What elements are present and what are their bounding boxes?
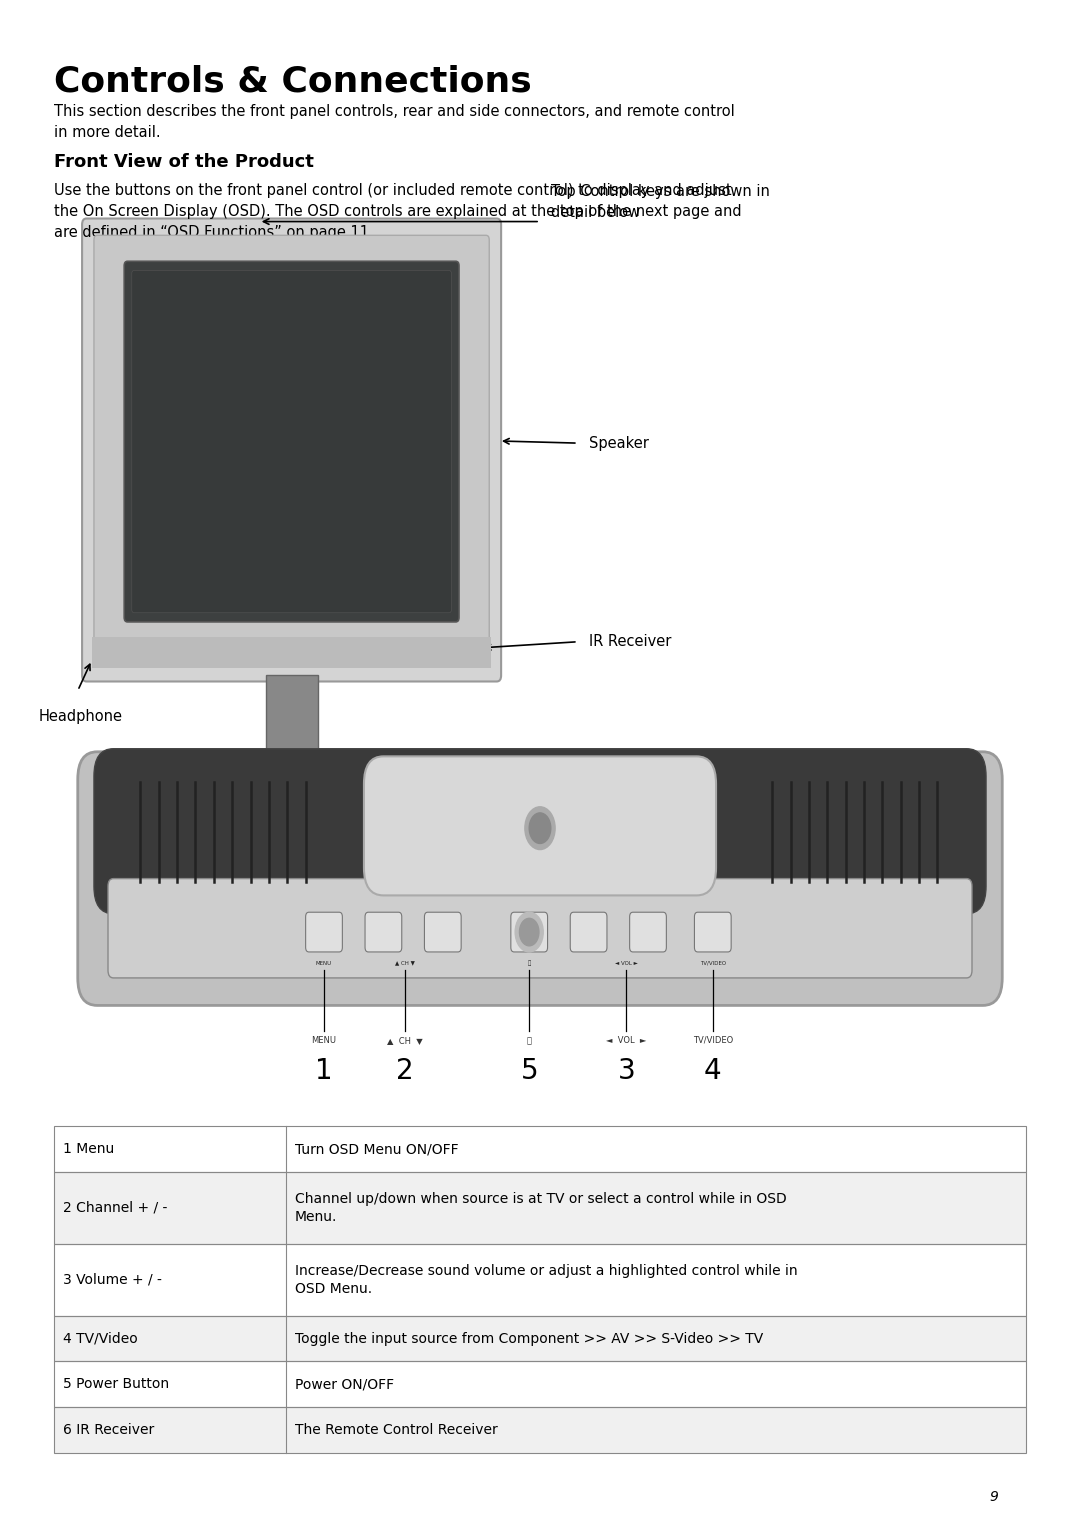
FancyBboxPatch shape xyxy=(694,912,731,952)
Bar xyxy=(54,1407,1026,1453)
Text: Channel up/down when source is at TV or select a control while in OSD
Menu.: Channel up/down when source is at TV or … xyxy=(295,1192,786,1224)
FancyBboxPatch shape xyxy=(94,235,489,657)
Text: Headphone: Headphone xyxy=(39,709,123,724)
Bar xyxy=(266,675,318,759)
Bar xyxy=(54,1361,1026,1407)
Text: ◄  VOL  ►: ◄ VOL ► xyxy=(606,1036,647,1045)
Text: 1: 1 xyxy=(315,1057,333,1085)
Text: 5: 5 xyxy=(521,1057,538,1085)
Text: 9: 9 xyxy=(989,1490,998,1504)
Text: Front View of the Product: Front View of the Product xyxy=(54,153,314,171)
Text: Controls & Connections: Controls & Connections xyxy=(54,64,531,98)
Circle shape xyxy=(515,912,543,952)
FancyBboxPatch shape xyxy=(78,752,1002,1005)
Bar xyxy=(54,1316,1026,1361)
FancyBboxPatch shape xyxy=(511,912,548,952)
Text: Turn OSD Menu ON/OFF: Turn OSD Menu ON/OFF xyxy=(295,1141,459,1157)
FancyBboxPatch shape xyxy=(82,219,501,681)
Text: 6 IR Receiver: 6 IR Receiver xyxy=(63,1423,153,1438)
FancyBboxPatch shape xyxy=(124,261,459,622)
Circle shape xyxy=(519,918,539,946)
Text: MENU: MENU xyxy=(316,961,332,966)
Text: 2: 2 xyxy=(396,1057,414,1085)
Text: 5 Power Button: 5 Power Button xyxy=(63,1377,168,1392)
FancyBboxPatch shape xyxy=(364,756,716,895)
Text: Speaker: Speaker xyxy=(589,435,648,451)
FancyBboxPatch shape xyxy=(365,912,402,952)
Bar xyxy=(54,1244,1026,1316)
Text: Power ON/OFF: Power ON/OFF xyxy=(295,1377,394,1392)
Text: ▲ CH ▼: ▲ CH ▼ xyxy=(395,961,415,966)
Text: MENU: MENU xyxy=(311,1036,337,1045)
Bar xyxy=(54,1172,1026,1244)
FancyBboxPatch shape xyxy=(306,912,342,952)
Circle shape xyxy=(525,807,555,850)
Text: 3: 3 xyxy=(618,1057,635,1085)
Bar xyxy=(92,637,491,668)
FancyBboxPatch shape xyxy=(424,912,461,952)
Text: 3 Volume + / -: 3 Volume + / - xyxy=(63,1273,162,1287)
Text: TV/VIDEO: TV/VIDEO xyxy=(700,961,726,966)
Bar xyxy=(54,1126,1026,1172)
Bar xyxy=(54,1407,1026,1453)
Bar xyxy=(54,1316,1026,1361)
Text: TV/VIDEO: TV/VIDEO xyxy=(692,1036,733,1045)
Text: Use the buttons on the front panel control (or included remote control) to displ: Use the buttons on the front panel contr… xyxy=(54,183,742,240)
Bar xyxy=(54,1126,1026,1172)
Text: The Remote Control Receiver: The Remote Control Receiver xyxy=(295,1423,498,1438)
Text: Toggle the input source from Component >> AV >> S-Video >> TV: Toggle the input source from Component >… xyxy=(295,1331,764,1346)
Text: ⏻: ⏻ xyxy=(527,1036,531,1045)
Text: Top Control keys: Top Control keys xyxy=(455,749,625,769)
FancyBboxPatch shape xyxy=(108,879,972,978)
Text: 4: 4 xyxy=(704,1057,721,1085)
FancyBboxPatch shape xyxy=(630,912,666,952)
Text: ⏻: ⏻ xyxy=(527,960,531,966)
FancyBboxPatch shape xyxy=(570,912,607,952)
Bar xyxy=(54,1244,1026,1316)
Text: ▲  CH  ▼: ▲ CH ▼ xyxy=(387,1036,423,1045)
Text: 2 Channel + / -: 2 Channel + / - xyxy=(63,1201,167,1215)
FancyBboxPatch shape xyxy=(132,270,451,613)
Text: Top Control keys are shown in
detail below: Top Control keys are shown in detail bel… xyxy=(551,183,770,220)
Text: 1 Menu: 1 Menu xyxy=(63,1141,113,1157)
Circle shape xyxy=(529,813,551,843)
Text: Increase/Decrease sound volume or adjust a highlighted control while in
OSD Menu: Increase/Decrease sound volume or adjust… xyxy=(295,1264,797,1296)
Bar xyxy=(54,1361,1026,1407)
Bar xyxy=(54,1172,1026,1244)
Text: This section describes the front panel controls, rear and side connectors, and r: This section describes the front panel c… xyxy=(54,104,734,141)
Text: 4 TV/Video: 4 TV/Video xyxy=(63,1331,137,1346)
Text: IR Receiver: IR Receiver xyxy=(589,634,671,649)
FancyBboxPatch shape xyxy=(94,749,986,914)
Text: ◄ VOL ►: ◄ VOL ► xyxy=(615,961,638,966)
